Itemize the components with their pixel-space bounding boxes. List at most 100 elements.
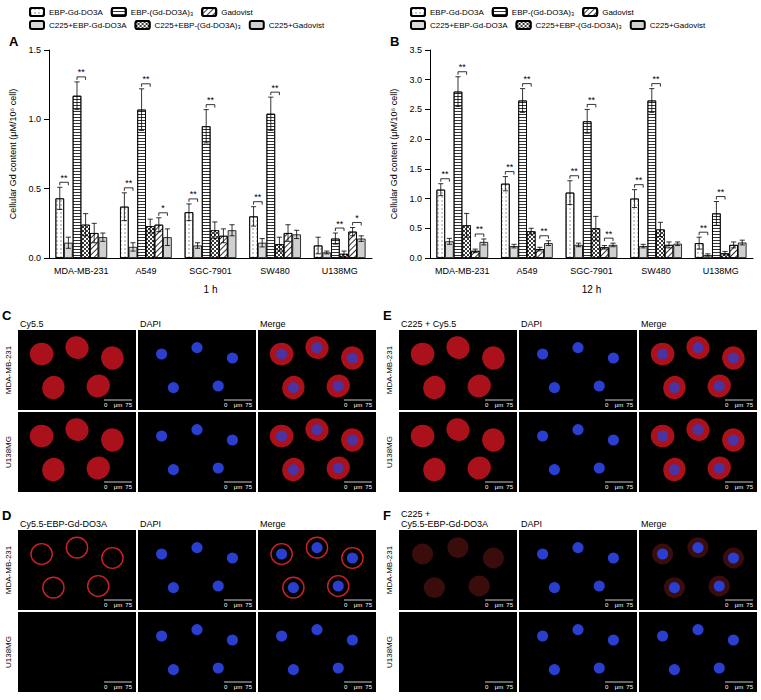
svg-text:Cellular Gd content (μM/10⁶ ce: Cellular Gd content (μM/10⁶ cell) [8,89,18,219]
svg-text:C225+EBP-(Gd-DO3A)₃: C225+EBP-(Gd-DO3A)₃ [536,21,622,30]
svg-text:0: 0 [725,684,729,690]
svg-text:U138MG: U138MG [703,266,739,276]
svg-text:1 h: 1 h [204,284,218,295]
svg-text:0: 0 [344,402,348,408]
svg-text:0.5: 0.5 [409,223,422,233]
svg-text:Gadovist: Gadovist [602,8,634,17]
svg-text:0: 0 [104,684,108,690]
svg-text:**: ** [588,95,596,105]
svg-text:**: ** [523,74,531,84]
svg-text:DAPI: DAPI [140,319,161,329]
svg-text:U138MG: U138MG [322,266,358,276]
svg-text:75: 75 [626,684,633,690]
svg-text:3.0: 3.0 [409,75,422,85]
svg-text:Merge: Merge [641,319,667,329]
svg-text:75: 75 [365,684,372,690]
svg-text:0: 0 [605,684,609,690]
svg-text:75: 75 [506,602,513,608]
svg-text:**: ** [541,226,549,236]
svg-text:12 h: 12 h [582,284,601,295]
svg-text:0: 0 [485,602,489,608]
svg-text:**: ** [78,67,86,77]
svg-text:0: 0 [725,402,729,408]
svg-text:75: 75 [125,484,132,490]
svg-text:μm: μm [114,402,122,408]
svg-text:75: 75 [365,402,372,408]
svg-text:U138MG: U138MG [385,436,394,468]
svg-text:**: ** [459,62,467,72]
svg-text:75: 75 [245,484,252,490]
svg-text:75: 75 [245,684,252,690]
svg-text:0: 0 [485,402,489,408]
svg-text:0: 0 [224,484,228,490]
svg-text:75: 75 [506,402,513,408]
svg-text:μm: μm [114,684,122,690]
svg-text:C225 + Cy5.5: C225 + Cy5.5 [401,319,456,329]
svg-text:B: B [390,34,399,49]
svg-text:EBP-Gd-DO3A: EBP-Gd-DO3A [49,8,103,17]
svg-text:0: 0 [344,484,348,490]
svg-text:75: 75 [125,684,132,690]
svg-text:0: 0 [605,402,609,408]
svg-text:μm: μm [495,602,503,608]
svg-text:75: 75 [506,684,513,690]
svg-text:C225+EBP-Gd-DO3A: C225+EBP-Gd-DO3A [430,21,508,30]
svg-text:**: ** [571,166,579,176]
svg-text:0: 0 [104,484,108,490]
svg-text:**: ** [635,175,643,185]
svg-text:75: 75 [245,602,252,608]
svg-text:75: 75 [746,484,753,490]
svg-text:75: 75 [125,602,132,608]
svg-text:MDA-MB-231: MDA-MB-231 [385,545,394,594]
svg-text:**: ** [190,189,198,199]
svg-text:SW480: SW480 [260,266,290,276]
svg-text:EBP-Gd-DO3A: EBP-Gd-DO3A [430,8,484,17]
svg-text:Merge: Merge [260,319,286,329]
svg-text:0: 0 [605,484,609,490]
svg-text:μm: μm [615,684,623,690]
svg-text:0: 0 [485,684,489,690]
svg-text:0.0: 0.0 [409,253,422,263]
svg-text:μm: μm [615,602,623,608]
svg-text:DAPI: DAPI [521,519,542,529]
svg-text:**: ** [605,229,613,239]
svg-text:3.5: 3.5 [409,45,422,55]
svg-text:*: * [161,203,165,213]
svg-text:1.5: 1.5 [409,164,422,174]
svg-text:U138MG: U138MG [4,636,13,668]
svg-text:μm: μm [735,684,743,690]
svg-text:MDA-MB-231: MDA-MB-231 [4,345,13,394]
svg-text:**: ** [61,173,69,183]
svg-text:μm: μm [354,684,362,690]
svg-text:**: ** [254,192,262,202]
svg-text:0: 0 [344,602,348,608]
svg-text:U138MG: U138MG [385,636,394,668]
svg-text:Merge: Merge [260,519,286,529]
svg-text:2.0: 2.0 [409,134,422,144]
svg-text:Gadovist: Gadovist [221,8,253,17]
svg-text:0.0: 0.0 [28,253,41,263]
svg-text:μm: μm [234,684,242,690]
svg-text:A549: A549 [516,266,537,276]
svg-text:0: 0 [224,684,228,690]
svg-text:75: 75 [125,402,132,408]
svg-text:0.5: 0.5 [28,184,41,194]
svg-text:SGC-7901: SGC-7901 [570,266,613,276]
svg-text:75: 75 [365,602,372,608]
svg-text:75: 75 [626,602,633,608]
svg-text:0: 0 [725,602,729,608]
svg-text:75: 75 [626,402,633,408]
svg-text:μm: μm [114,602,122,608]
svg-text:0: 0 [605,602,609,608]
svg-text:**: ** [653,74,661,84]
svg-text:Cy5.5: Cy5.5 [20,319,44,329]
svg-text:C225+Gadovist: C225+Gadovist [269,21,325,30]
svg-text:*: * [355,213,359,223]
svg-text:**: ** [700,223,708,233]
svg-text:D: D [2,508,11,523]
svg-text:**: ** [207,95,215,105]
svg-text:F: F [383,508,391,523]
svg-text:**: ** [717,187,725,197]
svg-text:Cy5.5-EBP-Gd-DO3A: Cy5.5-EBP-Gd-DO3A [20,519,107,529]
svg-text:**: ** [272,83,280,93]
